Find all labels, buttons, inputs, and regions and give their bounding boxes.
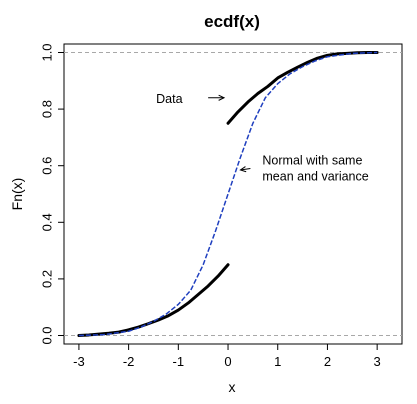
reference-lines — [64, 51, 402, 337]
annotations: Data Normal with same mean and variance — [156, 92, 369, 184]
annotation-text: Data — [156, 92, 182, 106]
y-axis-label: Fn(x) — [9, 178, 25, 211]
annotation-arrow — [240, 168, 251, 171]
y-tick-label: 1.0 — [39, 43, 54, 61]
x-tick-label: 2 — [324, 354, 331, 369]
series-line — [78, 51, 378, 337]
y-axis: 0.0 0.2 0.4 0.6 0.8 1.0 — [39, 43, 64, 345]
annotation-text: Normal with same — [262, 154, 362, 168]
x-axis: -3 -2 -1 0 1 2 3 — [73, 344, 381, 369]
annotation-arrowhead — [239, 166, 247, 173]
annotation-text: mean and variance — [262, 170, 368, 184]
x-tick-label: -1 — [173, 354, 185, 369]
x-tick-label: -2 — [123, 354, 135, 369]
x-tick-label: -3 — [73, 354, 85, 369]
annotation-arrowhead — [218, 94, 226, 101]
y-tick-label: 0.8 — [39, 100, 54, 118]
y-tick-label: 0.0 — [39, 326, 54, 344]
x-tick-label: 3 — [374, 354, 381, 369]
y-tick-label: 0.4 — [39, 213, 54, 231]
x-tick-label: 1 — [274, 354, 281, 369]
y-tick-label: 0.2 — [39, 270, 54, 288]
x-tick-label: 0 — [224, 354, 231, 369]
y-tick-label: 0.6 — [39, 157, 54, 175]
series-line — [226, 50, 379, 125]
series-line — [77, 263, 230, 338]
series-group — [77, 50, 379, 338]
chart-title: ecdf(x) — [204, 12, 260, 31]
plot-area-border — [63, 43, 403, 345]
x-axis-label: x — [229, 379, 236, 395]
